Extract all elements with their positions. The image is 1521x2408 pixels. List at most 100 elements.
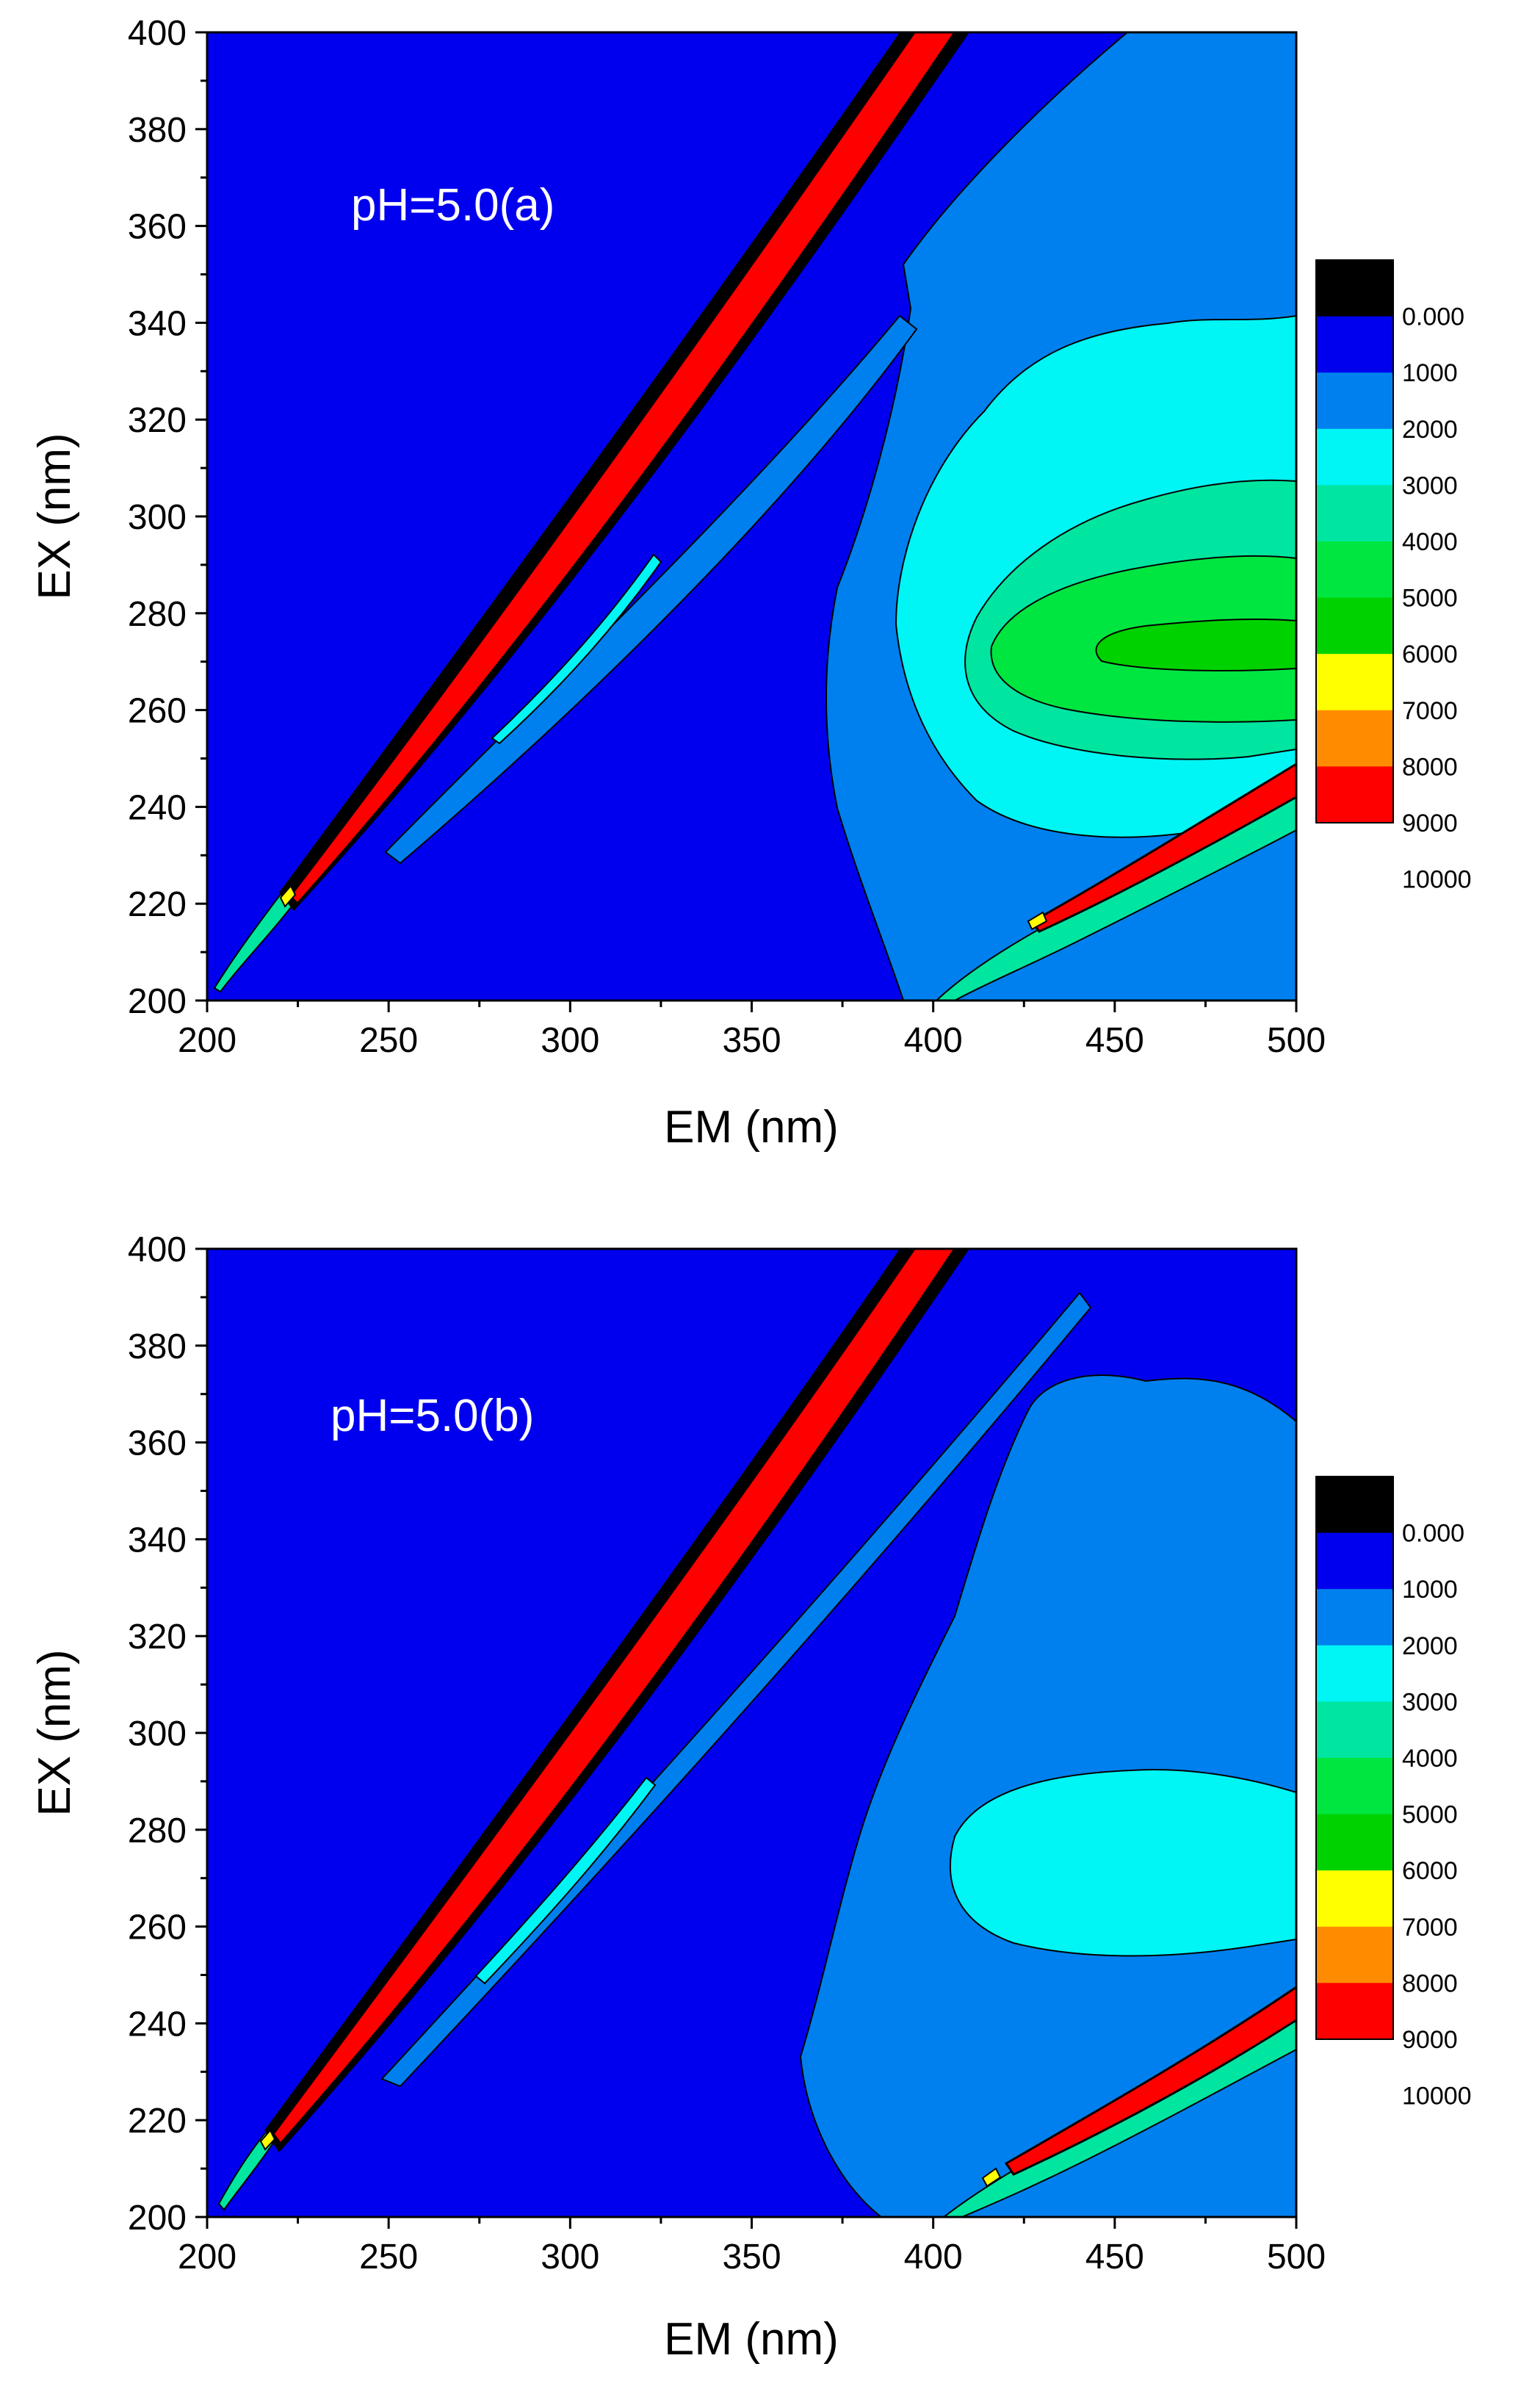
y-axis-title-a: EX (nm) — [29, 433, 80, 599]
legend-swatch — [1316, 766, 1393, 823]
legend-level-label: 8000 — [1402, 753, 1458, 781]
y-tick-label: 340 — [128, 304, 187, 343]
legend-level-label: 1000 — [1402, 359, 1458, 387]
legend-level-label: 8000 — [1402, 1969, 1458, 1997]
legend-level-label: 5000 — [1402, 1801, 1458, 1829]
x-tick-label: 300 — [541, 2238, 599, 2277]
y-tick-label: 400 — [128, 14, 187, 53]
y-tick-label: 300 — [128, 1715, 187, 1753]
rayleigh-scatter-1st-order-core — [289, 32, 956, 906]
legend-swatch — [1316, 1645, 1393, 1702]
rayleigh-scatter-2nd-order-core — [1030, 763, 1296, 933]
legend-swatch — [1316, 1814, 1393, 1871]
legend-level-label: 2000 — [1402, 1632, 1458, 1660]
x-tick-label: 400 — [904, 2238, 963, 2277]
y-tick-label: 320 — [128, 401, 187, 440]
x-tick-label: 500 — [1267, 2238, 1326, 2277]
legend-level-label: 7000 — [1402, 1914, 1458, 1942]
legend-swatch — [1316, 428, 1393, 486]
legend-level-label: 5000 — [1402, 585, 1458, 613]
x-tick-label: 400 — [904, 1021, 963, 1060]
y-tick-label: 400 — [128, 1230, 187, 1269]
legend-swatch — [1316, 1758, 1393, 1815]
x-tick-label: 200 — [178, 2238, 236, 2277]
legend-swatch — [1316, 710, 1393, 767]
contour-plot-a — [207, 32, 1296, 1001]
contour-level-6000-region — [1095, 618, 1296, 671]
y-tick-label: 280 — [128, 595, 187, 634]
y-axis-title-b: EX (nm) — [29, 1649, 80, 1816]
x-tick-label: 350 — [722, 2238, 781, 2277]
y-tick-label: 360 — [128, 1424, 187, 1463]
legend-swatch — [1316, 1701, 1393, 1759]
y-tick-label: 380 — [128, 111, 187, 150]
legend-frame — [1315, 1476, 1394, 2040]
y-tick-label: 280 — [128, 1812, 187, 1850]
legend-level-label: 0.000 — [1402, 1520, 1464, 1548]
legend-level-label: 10000 — [1402, 866, 1472, 894]
legend-b: 0.000 1000 2000 3000 4000 5000 6000 7000 8000 900… — [1315, 1476, 1472, 2110]
x-tick-label: 450 — [1085, 1021, 1144, 1060]
legend-level-label: 2000 — [1402, 416, 1458, 444]
y-tick-label: 340 — [128, 1521, 187, 1560]
legend-level-label: 7000 — [1402, 697, 1458, 725]
legend-swatch — [1316, 260, 1393, 317]
legend-level-label: 4000 — [1402, 1745, 1458, 1773]
legend-swatch — [1316, 1532, 1393, 1590]
annotation-a: pH=5.0(a) — [351, 180, 554, 231]
legend-level-label: 10000 — [1402, 2083, 1472, 2110]
tick-labels-a: 200 250 300 350 400 450 500 200 220 240 260 280 300 3… — [128, 14, 1326, 1060]
legend-swatch — [1316, 1589, 1393, 1646]
y-tick-label: 360 — [128, 208, 187, 247]
x-tick-label: 300 — [541, 1021, 599, 1060]
legend-level-label: 6000 — [1402, 1857, 1458, 1885]
tick-labels-b: 200 250 300 350 400 450 500 200 220 240 260 280 300 3… — [128, 1230, 1326, 2277]
rayleigh-scatter-1st-order-peak — [279, 884, 297, 908]
legend-frame — [1315, 259, 1394, 823]
x-tick-label: 350 — [722, 1021, 781, 1060]
contour-level-3000-region — [949, 1769, 1296, 1957]
legend-swatch — [1316, 541, 1393, 599]
legend-swatch — [1316, 1477, 1393, 1534]
legend-swatch — [1316, 372, 1393, 430]
x-tick-label: 250 — [359, 1021, 418, 1060]
y-tick-label: 200 — [128, 2199, 187, 2238]
y-tick-label: 380 — [128, 1327, 187, 1366]
x-tick-label: 450 — [1085, 2238, 1144, 2277]
raman-band-core — [491, 553, 662, 745]
x-axis-title-b: EM (nm) — [664, 2314, 839, 2365]
tick-marks-b — [195, 1247, 1298, 2229]
legend-swatch — [1316, 654, 1393, 711]
x-tick-label: 500 — [1267, 1021, 1326, 1060]
legend-a: 0.000 1000 2000 3000 4000 5000 6000 7000 8000 900… — [1315, 259, 1472, 894]
rayleigh-scatter-2nd-order-peak — [981, 2167, 1002, 2188]
x-axis-title-a: EM (nm) — [664, 1102, 839, 1153]
rayleigh-scatter-2nd-order-core — [1004, 1986, 1296, 2176]
legend-level-label: 3000 — [1402, 472, 1458, 500]
raman-band-core — [474, 1776, 657, 1985]
legend-level-label: 6000 — [1402, 641, 1458, 668]
y-tick-label: 240 — [128, 2005, 187, 2044]
y-tick-label: 240 — [128, 788, 187, 827]
y-tick-label: 220 — [128, 885, 187, 924]
legend-swatch — [1316, 1983, 1393, 2040]
y-tick-label: 320 — [128, 1618, 187, 1657]
x-tick-label: 200 — [178, 1021, 236, 1060]
legend-level-label: 9000 — [1402, 2026, 1458, 2054]
rayleigh-scatter-1st-order-peak — [259, 2129, 276, 2151]
y-tick-label: 260 — [128, 1908, 187, 1947]
legend-swatch — [1316, 597, 1393, 655]
legend-level-label: 3000 — [1402, 1688, 1458, 1716]
contour-plot-b — [207, 1249, 1296, 2217]
y-tick-label: 220 — [128, 2102, 187, 2141]
legend-swatch — [1316, 1870, 1393, 1928]
legend-swatch — [1316, 1926, 1393, 1983]
legend-swatch — [1316, 485, 1393, 542]
legend-level-label: 4000 — [1402, 528, 1458, 556]
x-tick-label: 250 — [359, 2238, 418, 2277]
legend-level-label: 0.000 — [1402, 303, 1464, 331]
y-tick-label: 300 — [128, 498, 187, 537]
legend-level-label: 9000 — [1402, 810, 1458, 837]
annotation-b: pH=5.0(b) — [330, 1391, 534, 1441]
